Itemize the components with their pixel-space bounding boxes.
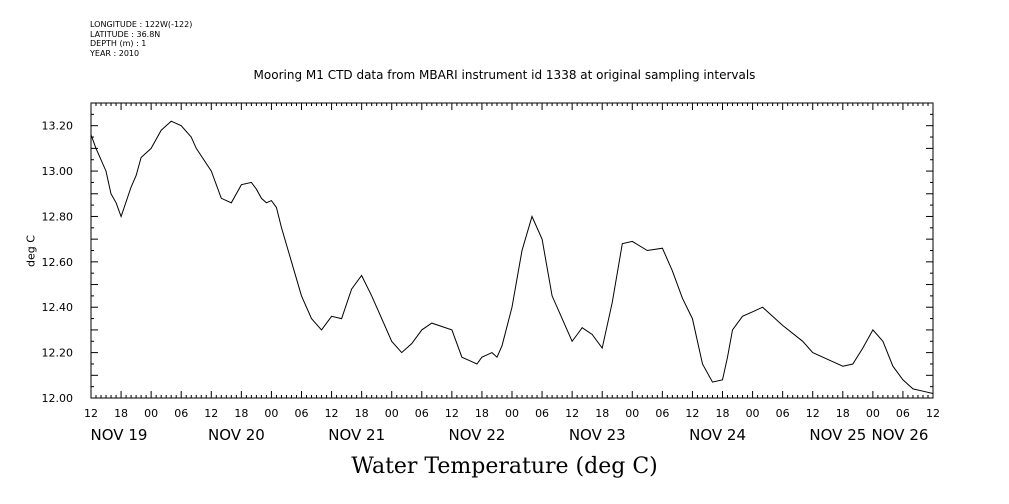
x-hour-label: 12 [565, 407, 579, 420]
x-hour-label: 18 [114, 407, 128, 420]
x-hour-label: 06 [655, 407, 669, 420]
x-hour-label: 12 [325, 407, 339, 420]
axis-ticks [90, 102, 934, 399]
metadata-block: LONGITUDE : 122W(-122) LATITUDE : 36.8N … [90, 20, 192, 58]
depth-label: DEPTH (m) : 1 [90, 39, 147, 49]
x-hour-label: 18 [836, 407, 850, 420]
x-day-label: NOV 23 [569, 426, 626, 444]
x-hour-label: 00 [144, 407, 158, 420]
y-tick-label: 12.00 [42, 392, 74, 405]
x-hour-label: 12 [685, 407, 699, 420]
x-day-label: NOV 21 [328, 426, 385, 444]
x-hour-label: 18 [475, 407, 489, 420]
x-hour-label: 12 [84, 407, 98, 420]
x-hour-label: 00 [264, 407, 278, 420]
y-tick-label: 12.40 [42, 301, 74, 314]
x-hour-label: 18 [595, 407, 609, 420]
x-hour-label: 06 [174, 407, 188, 420]
x-day-label: NOV 20 [208, 426, 265, 444]
y-tick-label: 12.60 [42, 256, 74, 269]
year-label: YEAR : 2010 [90, 48, 140, 58]
x-hour-label: 00 [746, 407, 760, 420]
x-day-label: NOV 19 [91, 426, 148, 444]
y-tick-label: 13.20 [42, 120, 74, 133]
chart-title: Mooring M1 CTD data from MBARI instrumen… [253, 68, 756, 82]
x-hour-label: 06 [896, 407, 910, 420]
x-hour-label: 18 [716, 407, 730, 420]
latitude-label: LATITUDE : 36.8N [90, 29, 161, 39]
x-hour-label: 18 [355, 407, 369, 420]
x-hour-label: 00 [866, 407, 880, 420]
x-hour-label: 06 [415, 407, 429, 420]
x-hour-label: 00 [385, 407, 399, 420]
x-day-label: NOV 24 [689, 426, 746, 444]
x-hour-label: 00 [625, 407, 639, 420]
series-line [90, 120, 934, 394]
y-tick-label: 12.80 [42, 210, 74, 223]
x-hour-label: 06 [776, 407, 790, 420]
x-hour-label: 00 [505, 407, 519, 420]
x-hour-label: 06 [535, 407, 549, 420]
x-hour-label: 12 [204, 407, 218, 420]
x-hour-label: 12 [445, 407, 459, 420]
x-hour-label: 12 [926, 407, 940, 420]
longitude-label: LONGITUDE : 122W(-122) [90, 20, 193, 29]
axis-tick-labels: 12.00 12.20 12.40 12.60 12.80 13.00 13.20 12 18 0… [42, 120, 941, 444]
x-hour-label: 12 [806, 407, 820, 420]
x-day-label: NOV 22 [449, 426, 506, 444]
x-day-label: NOV 26 [872, 426, 929, 444]
y-tick-label: 13.00 [42, 165, 74, 178]
x-hour-label: 18 [234, 407, 248, 420]
x-axis-title: Water Temperature (deg C) [351, 454, 658, 479]
x-day-label: NOV 25 [809, 426, 866, 444]
plot-frame [90, 102, 934, 399]
y-tick-label: 12.20 [42, 347, 74, 360]
x-hour-label: 06 [295, 407, 309, 420]
